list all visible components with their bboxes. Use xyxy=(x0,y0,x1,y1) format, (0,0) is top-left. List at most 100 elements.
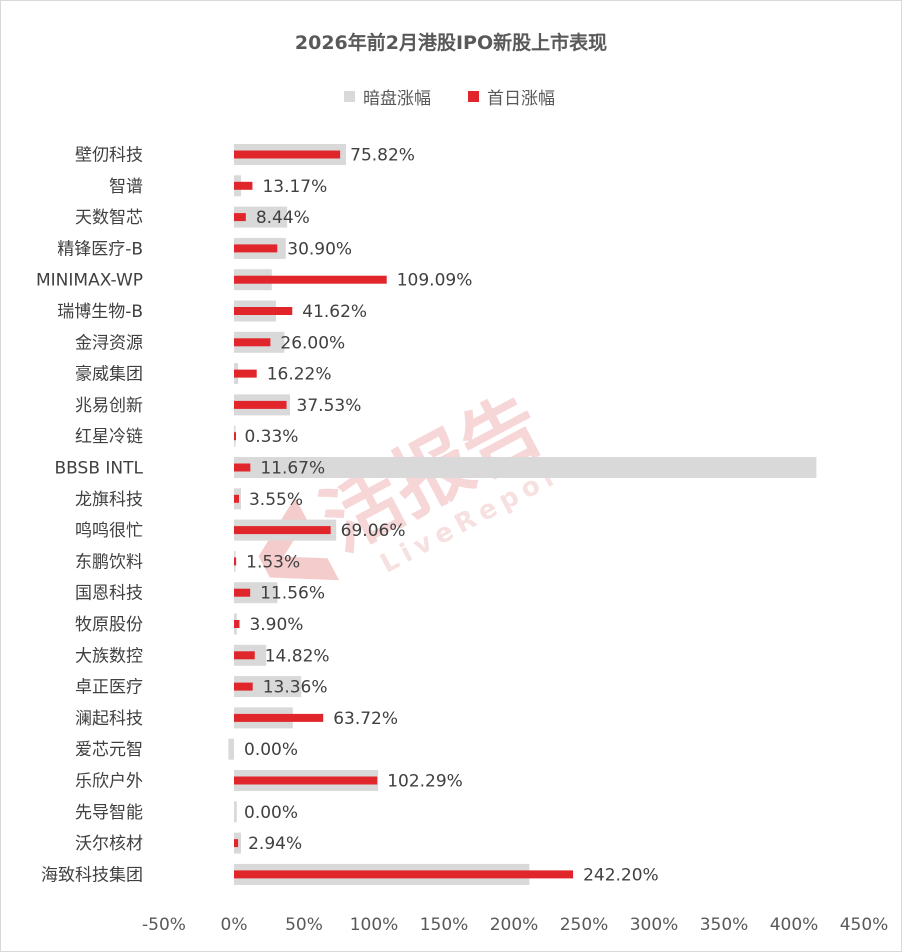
bar-first-day xyxy=(234,150,341,159)
x-axis-tick-labels: -50% 0% 50% 100% 150% 200% 250% 300% 350% 400% 450… xyxy=(142,915,888,935)
bar-first-day xyxy=(234,181,253,190)
x-tick-label: 0% xyxy=(221,915,248,935)
x-tick-label: 50% xyxy=(285,915,323,935)
x-tick-label: 450% xyxy=(840,915,889,935)
bar-dark-market xyxy=(234,676,302,698)
data-label: 1.53% xyxy=(246,552,300,572)
category-label: 天数智芯 xyxy=(75,208,143,228)
bar-first-day xyxy=(234,400,287,409)
x-tick-label: 400% xyxy=(770,915,819,935)
x-tick-label: 250% xyxy=(560,915,609,935)
series-first-day-bars xyxy=(234,150,574,879)
legend-item-first-day-label: 首日涨幅 xyxy=(487,89,555,109)
data-label: 13.36% xyxy=(263,678,328,698)
x-tick-label: 100% xyxy=(350,915,399,935)
data-label: 8.44% xyxy=(256,208,310,228)
bar-first-day xyxy=(234,588,251,597)
category-label: 龙旗科技 xyxy=(75,490,143,510)
data-label: 26.00% xyxy=(280,333,345,353)
category-label: 金浔资源 xyxy=(75,333,143,353)
bar-dark-market xyxy=(234,801,237,823)
data-label: 0.00% xyxy=(244,740,298,760)
category-label: 海致科技集团 xyxy=(41,865,143,885)
chart-title: 2026年前2月港股IPO新股上市表现 xyxy=(295,31,607,54)
data-label: 102.29% xyxy=(387,772,463,792)
bar-first-day xyxy=(234,713,324,722)
bar-first-day xyxy=(234,463,251,472)
legend-item-dark-market: 暗盘涨幅 xyxy=(344,89,431,109)
bar-first-day xyxy=(234,307,293,315)
data-label: 11.56% xyxy=(260,584,325,604)
data-label: 69.06% xyxy=(341,521,406,541)
bar-first-day xyxy=(234,651,255,660)
category-label: 卓正医疗 xyxy=(75,678,143,698)
data-label: 16.22% xyxy=(267,365,332,385)
bar-dark-market xyxy=(234,582,278,604)
category-label: 爱芯元智 xyxy=(75,740,143,760)
bar-first-day xyxy=(234,338,271,347)
bar-first-day xyxy=(234,870,574,879)
data-label: 30.90% xyxy=(287,239,352,259)
category-label: 沃尔核材 xyxy=(75,834,143,854)
category-label: 智谱 xyxy=(109,177,143,197)
bar-first-day xyxy=(234,213,246,222)
bar-first-day xyxy=(234,432,236,441)
bar-first-day xyxy=(234,620,240,628)
x-tick-label: 350% xyxy=(700,915,749,935)
data-label: 0.33% xyxy=(244,427,298,447)
category-label: 精锋医疗-B xyxy=(57,239,143,259)
category-label: 东鹏饮料 xyxy=(75,552,143,572)
legend: 暗盘涨幅 首日涨幅 xyxy=(344,89,555,109)
data-label: 3.55% xyxy=(249,490,303,510)
category-label: 先导智能 xyxy=(75,803,143,823)
category-label: 牧原股份 xyxy=(75,615,143,635)
data-label: 13.17% xyxy=(262,177,327,197)
x-tick-label: 150% xyxy=(420,915,469,935)
data-labels: 75.82% 13.17% 8.44% 30.90% 109.09% 41.62% 26.0… xyxy=(244,146,659,886)
category-label: MINIMAX-WP xyxy=(36,271,143,291)
data-label: 37.53% xyxy=(297,396,362,416)
bar-first-day xyxy=(234,244,278,253)
data-label: 109.09% xyxy=(397,271,473,291)
bar-first-day xyxy=(234,494,239,503)
category-label: BBSB INTL xyxy=(55,459,144,479)
x-tick-label: 200% xyxy=(490,915,539,935)
bar-first-day xyxy=(234,839,239,848)
bar-dark-market xyxy=(228,738,234,760)
legend-item-first-day: 首日涨幅 xyxy=(468,89,555,109)
category-label: 红星冷链 xyxy=(75,427,143,447)
category-label: 澜起科技 xyxy=(75,709,143,729)
bar-dark-market xyxy=(234,206,288,228)
bar-first-day xyxy=(234,369,257,378)
data-label: 3.90% xyxy=(249,615,303,635)
category-label: 壁仞科技 xyxy=(75,146,143,166)
bar-first-day xyxy=(234,776,378,785)
category-label: 乐欣户外 xyxy=(75,772,143,792)
data-label: 0.00% xyxy=(244,803,298,823)
category-label: 瑞博生物-B xyxy=(57,302,143,322)
category-label: 鸣鸣很忙 xyxy=(75,521,143,541)
bar-first-day xyxy=(234,557,237,566)
data-label: 11.67% xyxy=(260,459,325,479)
bar-first-day xyxy=(234,682,253,691)
data-label: 41.62% xyxy=(302,302,367,322)
category-label: 豪威集团 xyxy=(75,364,143,385)
category-label: 兆易创新 xyxy=(75,396,143,416)
bar-dark-market xyxy=(234,457,817,478)
legend-item-dark-market-swatch xyxy=(344,91,355,102)
x-tick-label: 300% xyxy=(630,915,679,935)
data-label: 242.20% xyxy=(583,865,659,885)
bar-first-day xyxy=(234,526,331,535)
watermark-logo-icon xyxy=(258,497,340,581)
bar-first-day xyxy=(234,275,387,284)
data-label: 63.72% xyxy=(333,709,398,729)
x-tick-label: -50% xyxy=(142,915,186,935)
data-label: 75.82% xyxy=(350,146,415,166)
data-label: 2.94% xyxy=(248,834,302,854)
category-label: 大族数控 xyxy=(75,646,143,666)
data-label: 14.82% xyxy=(265,646,330,666)
legend-item-first-day-swatch xyxy=(468,91,479,102)
